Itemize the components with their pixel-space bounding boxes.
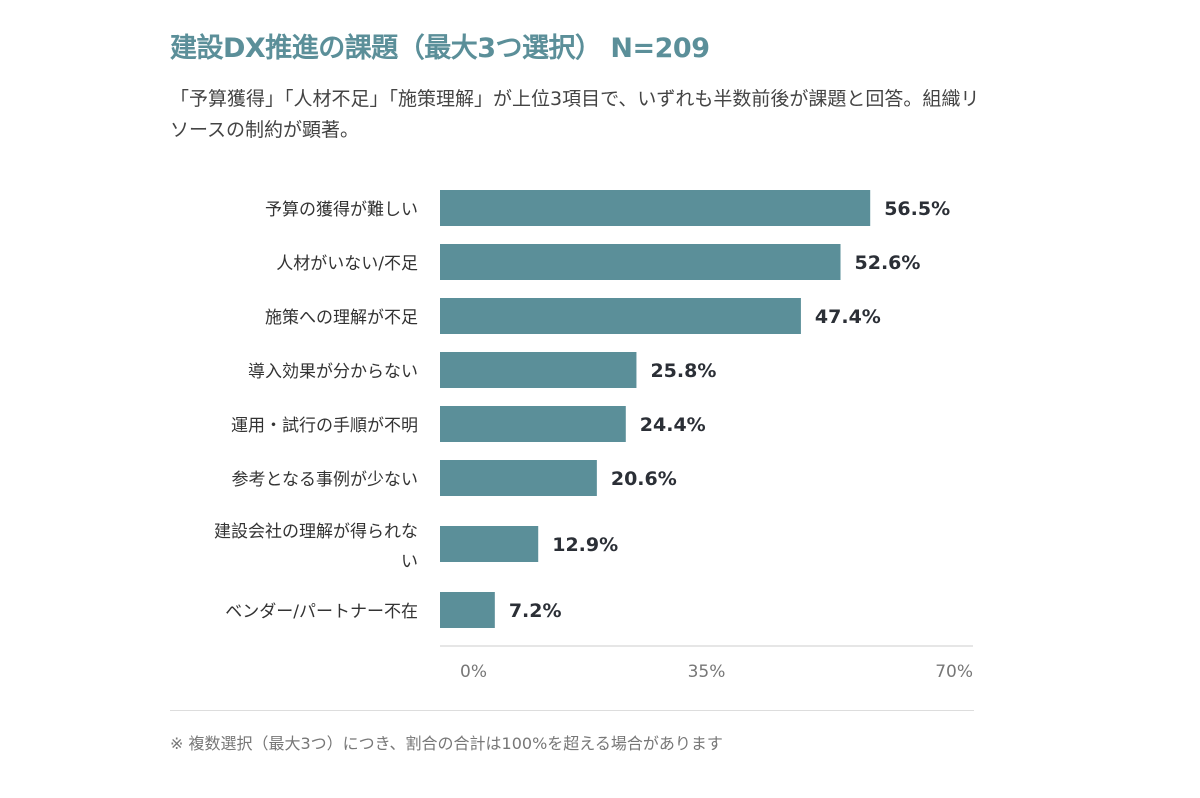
divider <box>170 710 974 711</box>
value-label: 52.6% <box>855 252 921 274</box>
value-label: 20.6% <box>611 468 677 490</box>
x-tick-label: 70% <box>935 662 973 682</box>
category-label: 人材がいない/不足 <box>276 254 418 274</box>
bar <box>440 190 871 226</box>
value-label: 47.4% <box>815 306 881 328</box>
chart-title: 建設DX推進の課題（最大3つ選択） N=209 <box>170 33 710 64</box>
bar <box>440 592 495 628</box>
bar <box>440 460 597 496</box>
value-label: 24.4% <box>640 414 706 436</box>
category-label: 導入効果が分からない <box>248 362 418 382</box>
x-tick-label: 35% <box>688 662 726 682</box>
x-tick-label: 0% <box>460 662 487 682</box>
chart-subtitle: 「予算獲得」「人材不足」「施策理解」が上位3項目で、いずれも半数前後が課題と回答… <box>170 88 980 141</box>
category-label: 参考となる事例が少ない <box>232 470 419 490</box>
bar <box>440 244 841 280</box>
footnote: ※ 複数選択（最大3つ）につき、割合の合計は100%を超える場合があります <box>170 734 723 753</box>
category-label: ベンダー/パートナー不在 <box>225 602 418 622</box>
category-label: 建設会社の理解が得られな <box>214 522 418 542</box>
value-label: 56.5% <box>884 198 950 220</box>
category-label: 予算の獲得が難しい <box>265 200 418 220</box>
bar <box>440 406 626 442</box>
category-label: 運用・試行の手順が不明 <box>231 416 418 436</box>
bar <box>440 526 539 562</box>
bar <box>440 352 637 388</box>
bar <box>440 298 801 334</box>
value-label: 12.9% <box>552 534 618 556</box>
category-label: 施策への理解が不足 <box>265 308 418 328</box>
value-label: 25.8% <box>650 360 716 382</box>
category-label: い <box>401 552 418 572</box>
value-label: 7.2% <box>509 600 562 622</box>
